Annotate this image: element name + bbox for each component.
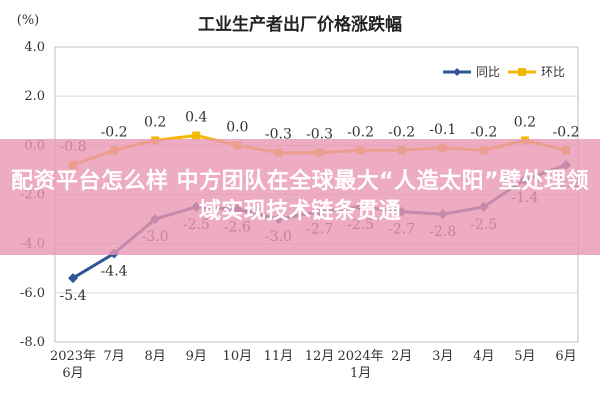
- data-label: -0.2: [101, 124, 128, 140]
- x-tick-label: 9月: [186, 349, 207, 364]
- x-tick-label: 5月: [514, 349, 535, 364]
- x-tick-label: 8月: [145, 349, 166, 364]
- legend-marker: [518, 68, 526, 76]
- data-label: 0.4: [185, 110, 207, 126]
- x-tick-label: 7月: [103, 349, 124, 364]
- y-tick-label: 2.0: [24, 89, 45, 104]
- data-label: -0.2: [553, 124, 580, 140]
- x-tick-label: 2月: [391, 349, 412, 364]
- data-label: -4.4: [101, 264, 128, 280]
- x-tick-label: 4月: [473, 349, 494, 364]
- x-tick-label: 2023年 6月: [50, 349, 96, 381]
- promo-banner[interactable]: 配资平台怎么样 中方团队在全球最大“人造太阳”壁处理领域实现技术链条贯通: [0, 139, 600, 255]
- x-tick-labels: 2023年 6月 7月 8月 9月 10月 11月 12月 2024年 1月 2月 3月 4月 5月 6月: [50, 349, 577, 381]
- y-tick-label: 4.0: [24, 40, 45, 55]
- legend-marker: [453, 68, 461, 76]
- data-label: 0.2: [144, 114, 166, 130]
- x-tick-label: 3月: [432, 349, 453, 364]
- x-tick-label: 12月: [305, 349, 335, 364]
- chart-title: 工业生产者出厂价格涨跌幅: [198, 14, 402, 35]
- data-label: -0.2: [470, 124, 497, 140]
- data-label: 0.2: [514, 114, 536, 130]
- x-tick-label: 6月: [555, 349, 576, 364]
- x-tick-label: 10月: [223, 349, 253, 364]
- data-label: -0.2: [347, 124, 374, 140]
- data-label: -0.2: [388, 124, 415, 140]
- data-label: -5.4: [60, 288, 87, 304]
- x-tick-label: 2024年 1月: [338, 349, 384, 381]
- legend-label: 环比: [541, 65, 565, 79]
- data-label: -0.1: [429, 122, 456, 138]
- legend-label: 同比: [476, 65, 500, 79]
- y-tick-label: -6.0: [20, 286, 45, 301]
- x-tick-label: 11月: [264, 349, 294, 364]
- data-label: 0.0: [226, 119, 248, 135]
- chart-legend: 同比 环比: [443, 65, 565, 79]
- promo-banner-text: 配资平台怎么样 中方团队在全球最大“人造太阳”壁处理领域实现技术链条贯通: [0, 167, 600, 227]
- y-axis-unit: (%): [17, 13, 40, 28]
- y-tick-label: -8.0: [20, 335, 45, 350]
